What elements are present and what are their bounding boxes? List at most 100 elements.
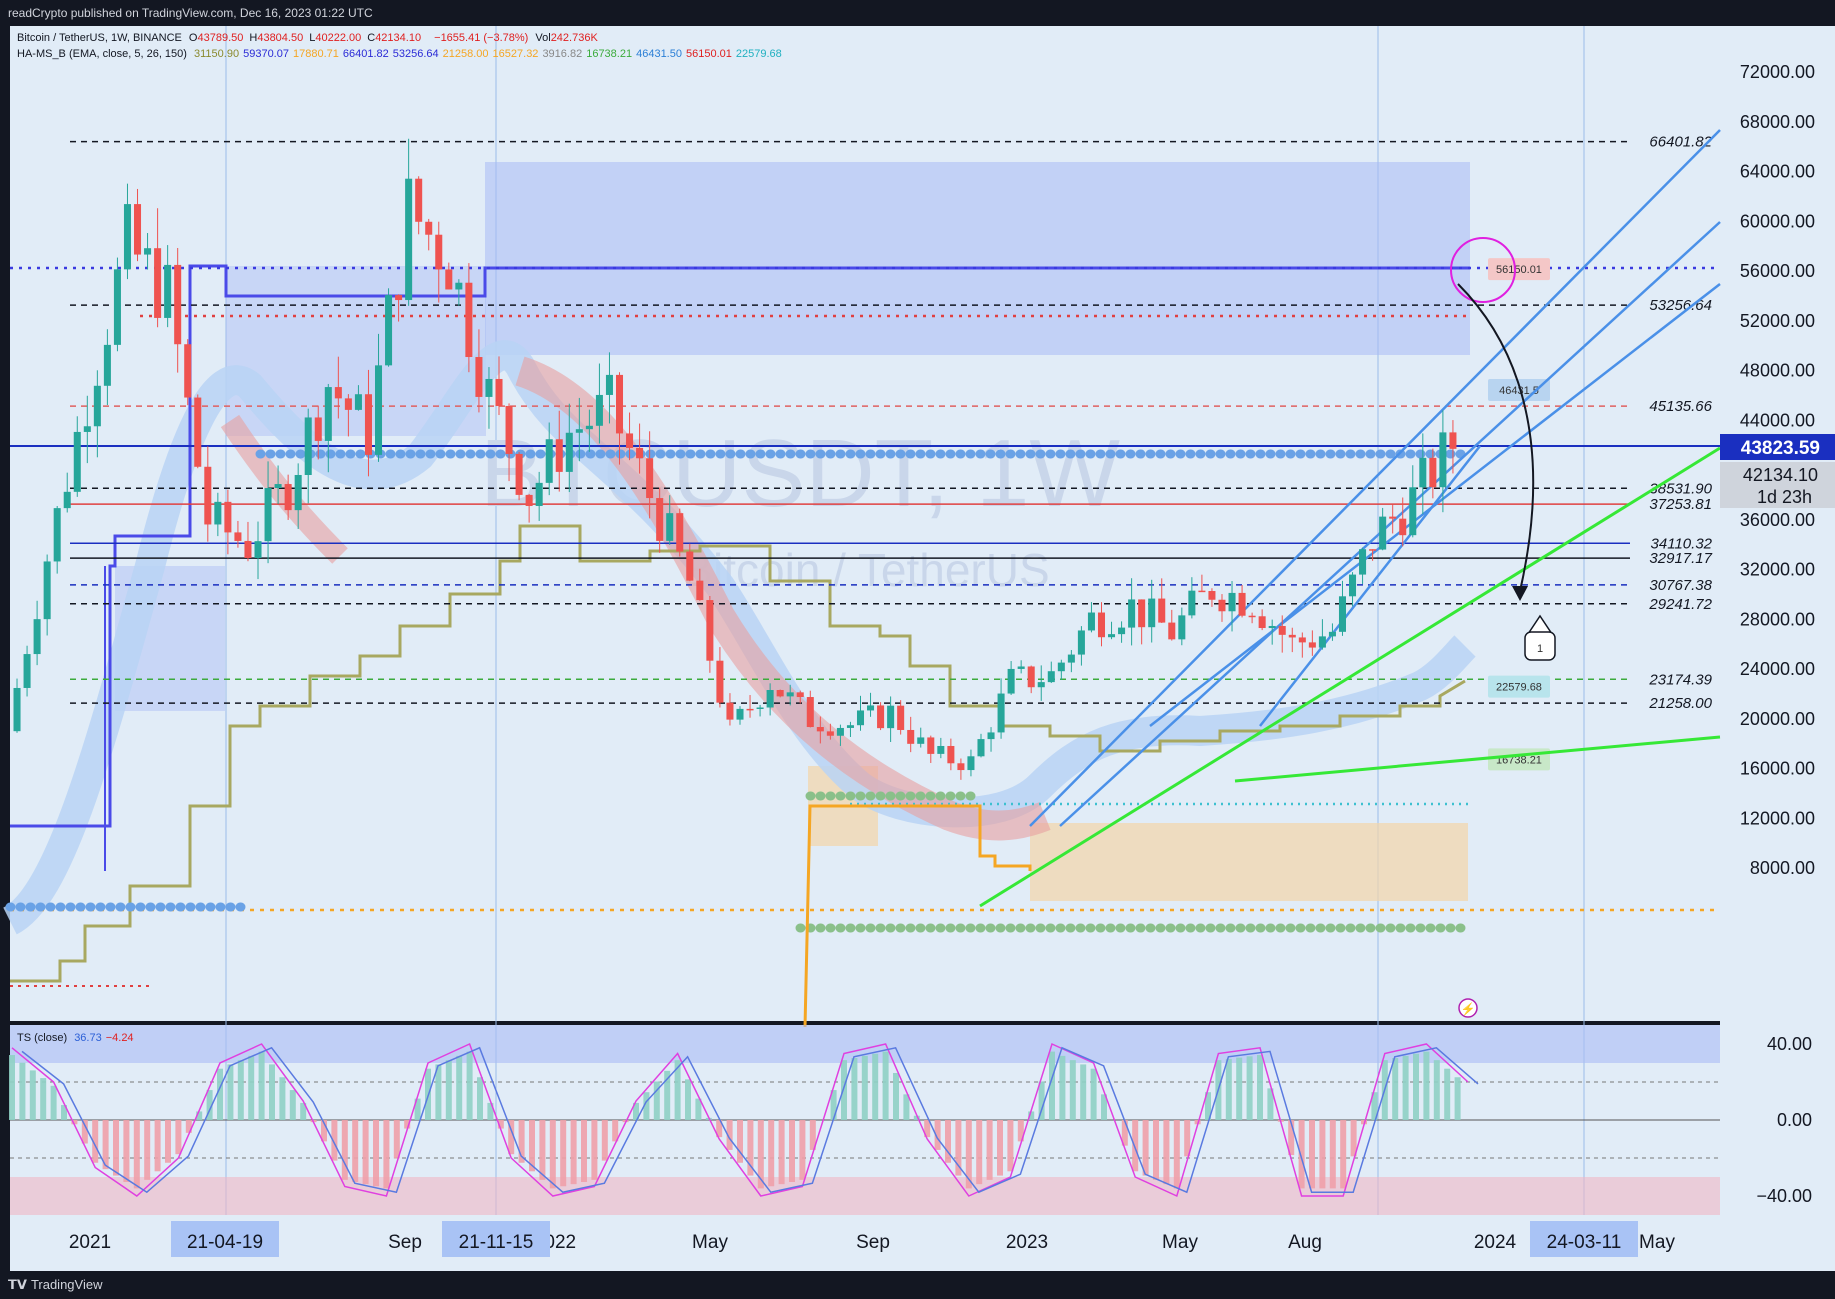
candle-body[interactable]	[1047, 671, 1055, 683]
trendline-steep-1[interactable]	[1029, 129, 1721, 827]
candle-body[interactable]	[43, 561, 51, 620]
candle-body[interactable]	[937, 745, 945, 754]
candle-body[interactable]	[615, 374, 624, 434]
candle-body[interactable]	[254, 541, 262, 558]
candle-body[interactable]	[605, 374, 613, 395]
candle-body[interactable]	[666, 513, 674, 541]
candle-body[interactable]	[164, 264, 172, 318]
candle-body[interactable]	[967, 756, 975, 771]
indicator-legend[interactable]: HA-MS_B (EMA, close, 5, 26, 150) 31150.9…	[17, 48, 790, 60]
candle-body[interactable]	[1379, 516, 1387, 550]
candle-body[interactable]	[33, 619, 41, 655]
candle-body[interactable]	[957, 763, 965, 771]
candle-body[interactable]	[334, 387, 342, 399]
candle-body[interactable]	[134, 204, 142, 255]
candle-body[interactable]	[927, 737, 935, 754]
candle-body[interactable]	[83, 426, 91, 432]
candle-body[interactable]	[244, 540, 252, 558]
candle-body[interactable]	[736, 708, 744, 720]
candle-body[interactable]	[415, 178, 423, 222]
candle-body[interactable]	[987, 732, 995, 740]
chart-svg[interactable]: BTCUSDT, 1W Bitcoin / TetherUS 66401.825…	[0, 26, 1835, 1271]
candle-body[interactable]	[565, 432, 573, 472]
candle-body[interactable]	[1208, 591, 1216, 600]
candle-body[interactable]	[947, 745, 955, 764]
candle-body[interactable]	[535, 482, 543, 506]
candle-body[interactable]	[656, 498, 664, 541]
candle-body[interactable]	[1108, 634, 1116, 638]
candle-body[interactable]	[284, 484, 292, 511]
candle-body[interactable]	[113, 269, 121, 345]
candle-body[interactable]	[1248, 615, 1256, 618]
candle-body[interactable]	[63, 491, 71, 509]
candle-body[interactable]	[475, 357, 483, 397]
candle-body[interactable]	[696, 580, 704, 601]
symbol-legend[interactable]: Bitcoin / TetherUS, 1W, BINANCE O43789.5…	[17, 32, 602, 44]
candle-body[interactable]	[676, 513, 684, 552]
candle-body[interactable]	[545, 439, 553, 483]
candle-body[interactable]	[1067, 654, 1075, 663]
candle-body[interactable]	[53, 508, 61, 562]
chart-area[interactable]: BTCUSDT, 1W Bitcoin / TetherUS 66401.82 5…	[0, 26, 1835, 1271]
candle-body[interactable]	[123, 204, 131, 270]
symbol-name[interactable]: Bitcoin / TetherUS, 1W, BINANCE	[17, 32, 182, 44]
candle-body[interactable]	[776, 689, 784, 697]
candle-body[interactable]	[867, 705, 875, 711]
price-axis-bg[interactable]	[1720, 26, 1835, 1215]
candle-body[interactable]	[93, 385, 101, 427]
candle-body[interactable]	[1298, 637, 1306, 643]
candle-body[interactable]	[1097, 612, 1106, 638]
candle-body[interactable]	[485, 378, 493, 397]
oscillator-legend[interactable]: TS (close) 36.73 −4.24	[17, 1032, 142, 1044]
time-axis[interactable]: 2021 Sep 2022 May Sep 2023 May Aug 2024 May21-04-…	[69, 1221, 1676, 1257]
candle-body[interactable]	[816, 727, 824, 732]
candle-body[interactable]	[1278, 625, 1286, 635]
candlestick-series[interactable]	[13, 138, 1457, 780]
candle-body[interactable]	[264, 488, 272, 542]
candle-body[interactable]	[23, 654, 31, 688]
candle-body[interactable]	[846, 725, 854, 728]
candle-body[interactable]	[1308, 642, 1316, 648]
candle-body[interactable]	[274, 484, 282, 489]
candle-body[interactable]	[1057, 662, 1065, 672]
candle-body[interactable]	[505, 406, 513, 454]
candle-body[interactable]	[1168, 622, 1176, 640]
candle-body[interactable]	[1429, 457, 1437, 488]
candle-body[interactable]	[324, 387, 332, 441]
candle-body[interactable]	[445, 269, 453, 290]
candle-body[interactable]	[1017, 666, 1025, 669]
candle-body[interactable]	[1359, 549, 1367, 575]
tradingview-logo-icon[interactable]: 𝗧𝗩	[8, 1277, 27, 1292]
candle-body[interactable]	[515, 453, 523, 495]
candle-body[interactable]	[214, 501, 222, 525]
candle-body[interactable]	[796, 692, 804, 698]
candle-body[interactable]	[224, 501, 232, 533]
candle-body[interactable]	[1128, 599, 1136, 628]
candle-body[interactable]	[1077, 630, 1085, 655]
trendline-green-rising[interactable]	[979, 446, 1721, 908]
candle-body[interactable]	[1328, 631, 1336, 637]
candle-body[interactable]	[555, 439, 563, 472]
candle-body[interactable]	[1409, 487, 1417, 536]
candle-body[interactable]	[907, 729, 915, 744]
candle-body[interactable]	[1118, 627, 1126, 635]
candle-body[interactable]	[1027, 666, 1035, 688]
candle-body[interactable]	[1228, 592, 1236, 612]
candle-body[interactable]	[917, 737, 925, 744]
candle-body[interactable]	[294, 474, 302, 511]
callout-box[interactable]	[1524, 631, 1556, 661]
highlight-circle[interactable]	[1450, 237, 1516, 303]
indicator-name[interactable]: HA-MS_B (EMA, close, 5, 26, 150)	[17, 48, 187, 60]
candle-body[interactable]	[374, 365, 383, 455]
candle-body[interactable]	[1037, 682, 1045, 688]
oscillator[interactable]	[9, 1025, 1720, 1215]
candle-body[interactable]	[786, 692, 794, 697]
candle-body[interactable]	[1439, 432, 1447, 488]
candle-body[interactable]	[1218, 599, 1226, 612]
candle-body[interactable]	[1188, 590, 1196, 616]
candle-body[interactable]	[1258, 616, 1266, 629]
candle-body[interactable]	[1449, 432, 1457, 449]
candle-body[interactable]	[144, 248, 152, 255]
candle-body[interactable]	[877, 705, 885, 729]
candle-body[interactable]	[1138, 599, 1146, 628]
